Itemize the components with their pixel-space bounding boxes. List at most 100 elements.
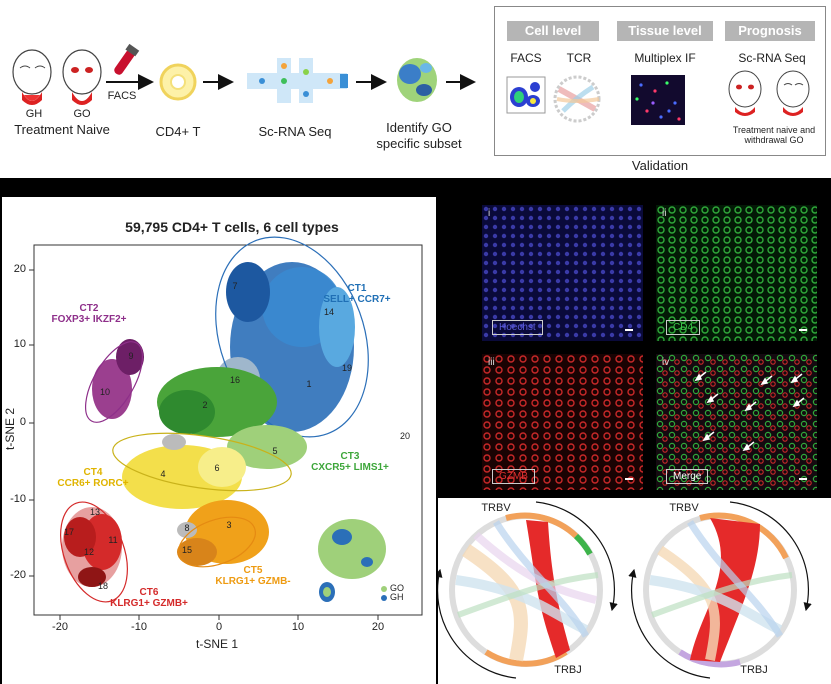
y-tick: 20	[13, 263, 26, 275]
multiplex-if-image	[631, 75, 685, 125]
hoechst-image	[482, 205, 643, 341]
x-tick: -10	[131, 621, 147, 633]
validation-box: Cell level Tissue level Prognosis FACS T…	[494, 6, 826, 156]
tab-cell-level: Cell level	[507, 21, 599, 41]
if-tag-merge: Merge	[666, 469, 709, 484]
y-tick: 10	[13, 338, 26, 350]
ct6-cluster	[60, 501, 128, 603]
cluster-number: 19	[341, 363, 352, 373]
blood-tube-icon	[114, 43, 140, 75]
chord-left	[438, 501, 618, 679]
chord-diagrams	[438, 501, 812, 679]
scale-bar	[625, 329, 633, 331]
chord-right-trbv: TRBV	[669, 502, 699, 514]
validation-caption: Validation	[631, 158, 689, 173]
multiplex-if-panel: i Hoechst ii CD4 iii GZMB	[470, 196, 831, 498]
chord-left-trbv: TRBV	[481, 502, 511, 514]
x-tick: -20	[52, 621, 68, 633]
gzmb-image	[482, 354, 643, 490]
ct1-label: CT1 SELL+ CCR7+	[323, 283, 391, 305]
cluster-number: 3	[226, 520, 232, 530]
cluster-number: 11	[108, 535, 118, 545]
facs-step-label: FACS	[107, 90, 137, 102]
if-tag-cd4: CD4	[666, 320, 701, 335]
facs-plot-icon	[506, 76, 546, 114]
x-axis-label: t-SNE 1	[195, 637, 238, 651]
scrna-seq-icon	[247, 58, 348, 103]
val-multiplex-label: Multiplex IF	[634, 51, 696, 65]
y-tick: 0	[19, 416, 26, 428]
ct6-label: CT6 KLRG1+ GZMB+	[110, 587, 188, 609]
if-roman-label: iii	[488, 357, 495, 368]
cluster-number: 5	[272, 446, 278, 456]
chord-right-trbj: TRBJ	[740, 664, 768, 676]
validation-graphics	[506, 70, 810, 125]
cluster-number: 10	[99, 387, 110, 397]
tsne-plot	[29, 236, 423, 620]
if-tag-hoechst: Hoechst	[492, 320, 543, 335]
tcr-chord-icon	[553, 75, 601, 123]
tsne-panel: 59,795 CD4+ T cells, 6 cell types	[2, 197, 436, 684]
cluster-number: 20	[399, 431, 410, 441]
cd4-image	[656, 205, 817, 341]
x-tick: 0	[215, 621, 223, 633]
cluster-number: 14	[323, 307, 334, 317]
y-tick: -10	[10, 493, 26, 505]
chord-left-trbj: TRBJ	[554, 664, 582, 676]
ct5-label: CT5 KLRG1+ GZMB-	[215, 565, 291, 587]
gh-label: GH	[25, 108, 43, 120]
val-scrna-label: Sc-RNA Seq	[738, 51, 806, 65]
scrna-step-label: Sc-RNA Seq	[258, 124, 332, 139]
cluster-number: 4	[160, 469, 166, 479]
ct2-cluster	[85, 339, 144, 423]
if-tile-hoechst: i Hoechst	[482, 205, 643, 341]
gh-patient-icon	[12, 49, 52, 105]
ct3-label: CT3 CXCR5+ LIMS1+	[311, 451, 389, 473]
cluster-number: 17	[63, 527, 74, 537]
val-withdrawal-label: Treatment naive and withdrawal GO	[732, 125, 816, 145]
ct4-label: CT4 CCR6+ RORC+	[57, 467, 129, 489]
ct2-label: CT2 FOXP3+ IKZF2+	[51, 303, 127, 325]
val-facs-label: FACS	[510, 51, 542, 65]
x-tick: 10	[291, 621, 305, 633]
prognosis-patients-icon	[728, 70, 810, 116]
go-patient-icon	[62, 49, 102, 105]
cluster-blob-icon	[397, 58, 437, 102]
val-tcr-label: TCR	[566, 51, 592, 65]
if-tile-merge: iv Merge	[656, 354, 817, 490]
y-axis-label: t-SNE 2	[3, 408, 17, 451]
cluster-number: 6	[214, 463, 220, 473]
cluster-number: 18	[97, 581, 108, 591]
cd4-step-label: CD4+ T	[155, 124, 201, 139]
go-gh-inset	[302, 497, 420, 614]
ct3-cluster	[157, 367, 307, 469]
cluster-number: 15	[181, 545, 192, 555]
cluster-number: 7	[232, 281, 238, 291]
identify-step-label: Identify GO specific subset	[376, 120, 462, 151]
if-roman-label: ii	[662, 208, 667, 219]
treatment-naive-label: Treatment Naive	[14, 122, 110, 137]
scale-bar	[625, 478, 633, 480]
cluster-number: 12	[83, 547, 94, 557]
ct5-cluster	[177, 500, 269, 568]
if-roman-label: i	[488, 208, 491, 219]
cluster-number: 13	[89, 507, 100, 517]
if-tag-gzmb: GZMB	[492, 469, 535, 484]
scale-bar	[799, 329, 807, 331]
chord-right	[628, 501, 812, 679]
inset-legend-go: GO	[390, 583, 405, 593]
y-tick: -20	[10, 569, 26, 581]
tcr-chord-panel: TRBV TRBJ TRBV TRBJ	[438, 498, 831, 684]
tab-tissue-level: Tissue level	[617, 21, 713, 41]
inset-legend-gh: GH	[390, 592, 404, 602]
cluster-number: 8	[184, 523, 190, 533]
cluster-number: 9	[128, 351, 134, 361]
go-label: GO	[73, 108, 91, 120]
if-tile-gzmb: iii GZMB	[482, 354, 643, 490]
arrow-markers	[694, 371, 805, 452]
tsne-title: 59,795 CD4+ T cells, 6 cell types	[125, 219, 339, 235]
x-tick: 20	[371, 621, 385, 633]
cluster-number: 1	[306, 379, 312, 389]
scale-bar	[799, 478, 807, 480]
cluster-number: 2	[202, 400, 208, 410]
